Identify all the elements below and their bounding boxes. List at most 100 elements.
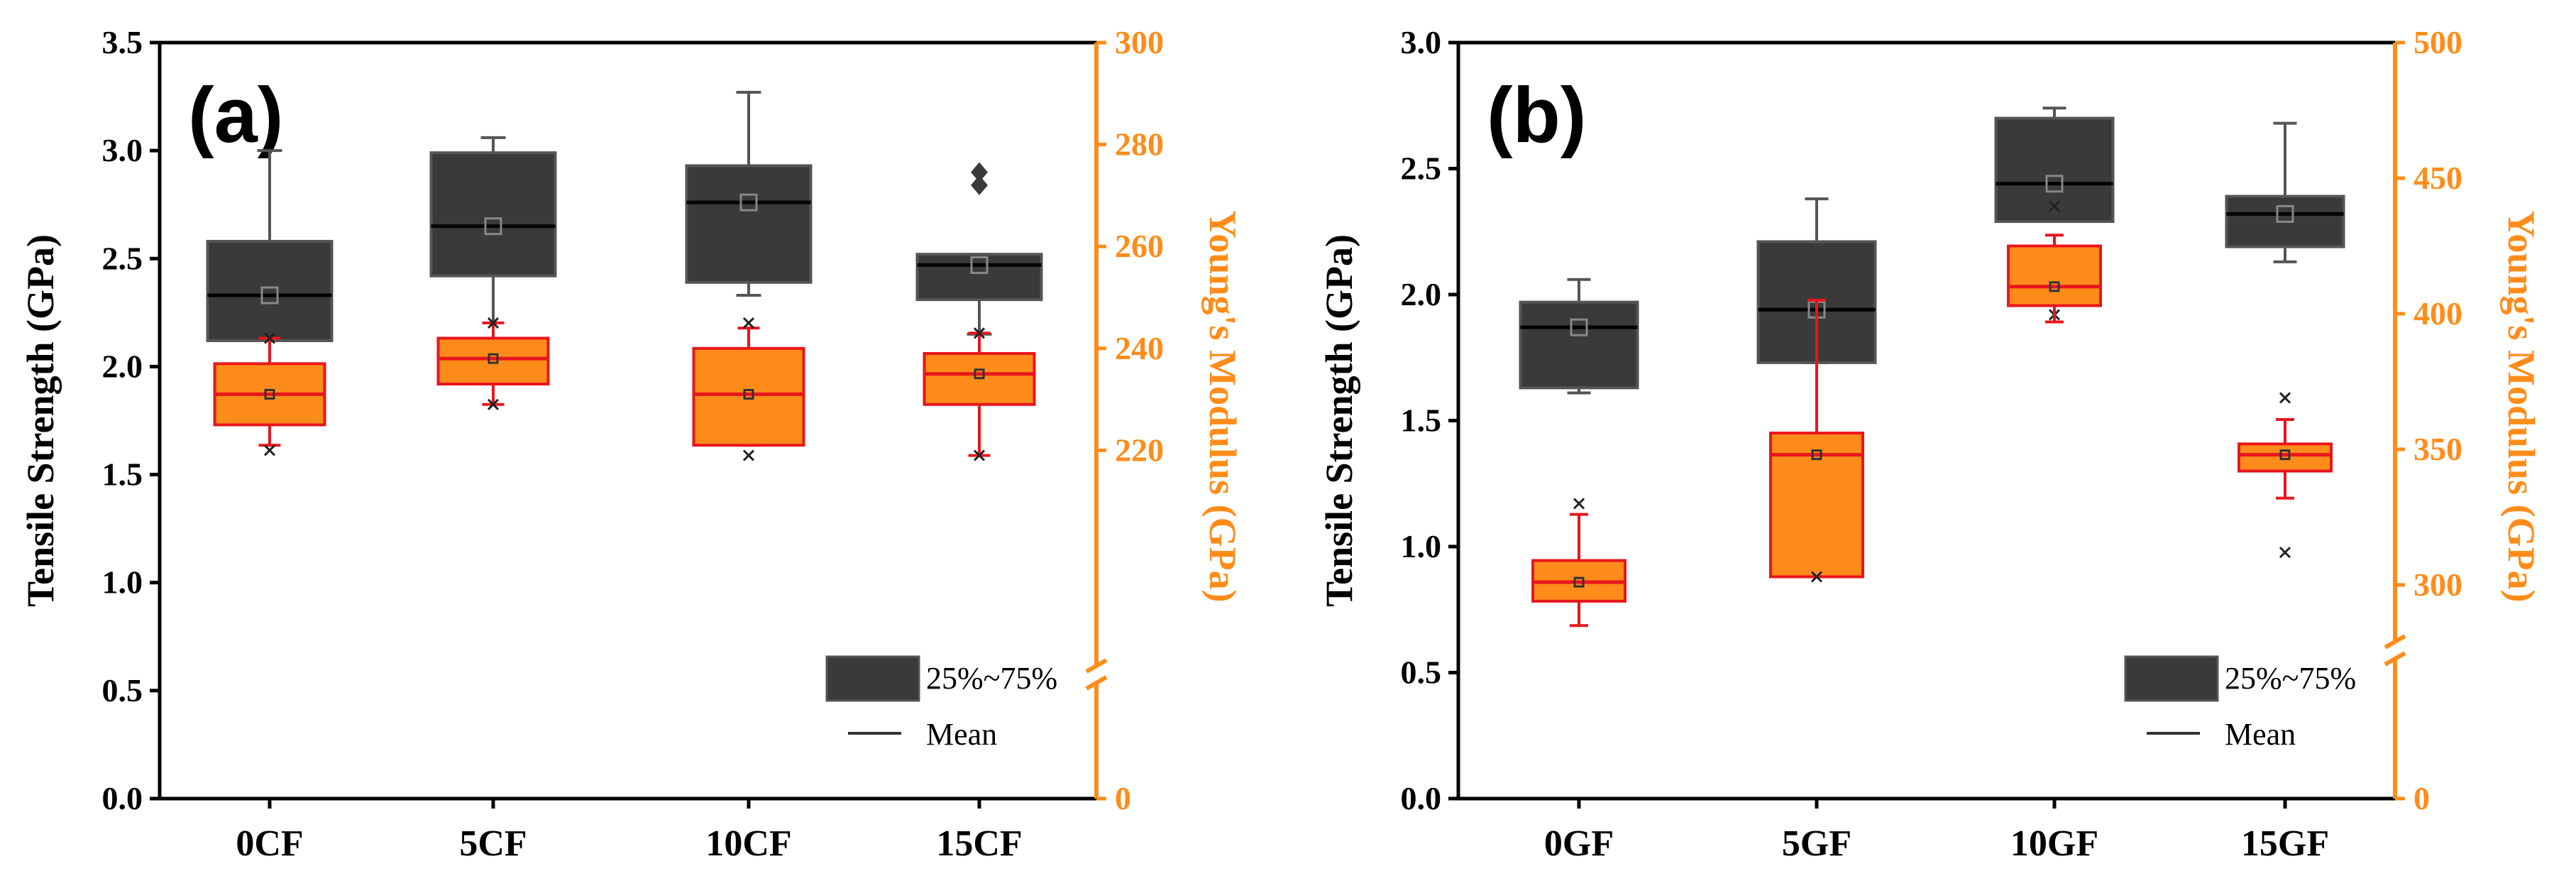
x-tick-label: 5CF [459,823,527,864]
modulus-outlier [1810,571,1823,583]
tensile-outlier [971,175,988,195]
legend-label-mean: Mean [2225,717,2296,752]
legend: 25%~75% Mean [2124,655,2356,752]
modulus-box [1531,498,1626,628]
legend-label-iqr: 25%~75% [926,661,1057,696]
modulus-iqr-rect [692,346,805,447]
modulus-outlier [487,317,500,329]
modulus-mean-marker [264,388,275,400]
left-axis-title: Tensile Strength (GPa) [19,234,62,607]
modulus-outlier [742,449,755,461]
right-axis-title: Young's Modulus (GPa) [2500,210,2543,602]
tensile-iqr-rect [1994,116,2115,224]
right-tick-label: 300 [2413,566,2462,603]
legend-label-iqr: 25%~75% [2225,661,2356,696]
tensile-mean-marker [2045,175,2064,193]
modulus-iqr-rect [436,336,550,386]
left-tick-label: 0.5 [102,672,143,708]
legend-swatch-iqr [2124,655,2219,702]
right-tick-label: 0 [1115,780,1131,816]
modulus-outlier [263,444,276,456]
axis-break-mark [2384,634,2406,650]
left-tick-label: 0.5 [1401,654,1442,691]
modulus-outlier [487,398,500,410]
x-tick-label: 5GF [1782,823,1851,864]
right-tick-label: 220 [1115,432,1164,468]
tensile-iqr-rect [1519,300,1639,390]
right-tick-label: 350 [2413,431,2462,467]
right-axis-title: Young's Modulus (GPa) [1201,210,1244,602]
right-tick-label: 500 [2413,24,2462,60]
tensile-box [429,136,557,364]
left-tick-label: 0.0 [1401,780,1442,816]
axis-break-mark [2384,651,2406,667]
left-tick-label: 1.5 [102,456,143,493]
right-tick-label: 260 [1115,228,1164,264]
left-tick-label: 3.5 [102,24,143,60]
modulus-mean-marker [1573,576,1585,588]
panel-a: 0.0 0.5 1.0 1.5 2.0 2.5 3.0 3.5 220 240 260 280 300 0… [19,24,1244,864]
modulus-mean-marker [2279,449,2291,461]
left-tick-label: 2.5 [1401,150,1442,187]
left-tick-label: 2.5 [102,240,143,276]
modulus-outlier [973,327,986,339]
legend-swatch-iqr [825,655,920,702]
right-tick-label: 450 [2413,160,2462,196]
legend: 25%~75% Mean [825,655,1057,752]
right-tick-label: 280 [1115,126,1164,163]
left-tick-label: 1.0 [1401,528,1442,564]
modulus-iqr-rect [1769,432,1864,579]
right-tick-label: 0 [2413,780,2430,816]
right-tick-label: 400 [2413,295,2462,332]
tensile-mean-marker [1570,318,1588,336]
axis-break-mark [1085,675,1108,691]
left-tick-label: 3.0 [1401,24,1442,60]
modulus-outlier [263,332,276,344]
panel-b: 0.0 0.5 1.0 1.5 2.0 2.5 3.0 300 350 400 450 500 0 0GF… [1318,24,2543,864]
x-tick-label: 15CF [936,823,1022,864]
x-tick-label: 15GF [2241,823,2329,864]
modulus-outlier [2279,547,2291,559]
right-tick-label: 300 [1115,24,1164,60]
modulus-box [213,332,326,456]
modulus-outlier [742,317,755,329]
left-tick-label: 0.0 [102,780,143,816]
left-tick-label: 3.0 [102,132,143,168]
tensile-box [2225,121,2345,263]
modulus-box [692,317,805,461]
modulus-outlier [1573,498,1585,510]
panel-label: (b) [1487,72,1586,159]
modulus-mean-marker [974,368,985,380]
tensile-iqr-rect [915,253,1043,302]
legend-label-mean: Mean [926,717,997,752]
left-tick-label: 1.0 [102,564,143,601]
modulus-box [2238,392,2333,559]
tensile-box [1994,106,2115,321]
modulus-box [1769,298,1864,583]
tensile-mean-marker [260,286,279,305]
tensile-mean-marker [739,193,758,212]
right-tick-label: 240 [1115,330,1164,366]
modulus-box [923,327,1036,461]
modulus-outlier [2279,392,2291,404]
x-tick-label: 10CF [705,823,791,864]
modulus-mean-marker [2049,281,2060,292]
x-tick-label: 10GF [2010,823,2098,864]
left-tick-label: 2.0 [1401,276,1442,312]
modulus-outlier [973,449,986,461]
panel-label: (a) [188,72,283,159]
modulus-iqr-rect [2007,244,2102,307]
tensile-mean-marker [2276,204,2294,223]
x-tick-label: 0GF [1544,823,1614,864]
x-tick-label: 0CF [236,823,303,864]
modulus-box [2007,234,2102,324]
tensile-iqr-rect [685,164,813,284]
modulus-iqr-rect [2238,442,2333,473]
tensile-outlier [971,162,988,182]
tensile-iqr-rect [429,151,557,278]
tensile-box [1519,278,1639,395]
tensile-mean-marker [970,256,989,274]
left-tick-label: 1.5 [1401,402,1442,439]
tensile-outlier [2048,200,2061,212]
